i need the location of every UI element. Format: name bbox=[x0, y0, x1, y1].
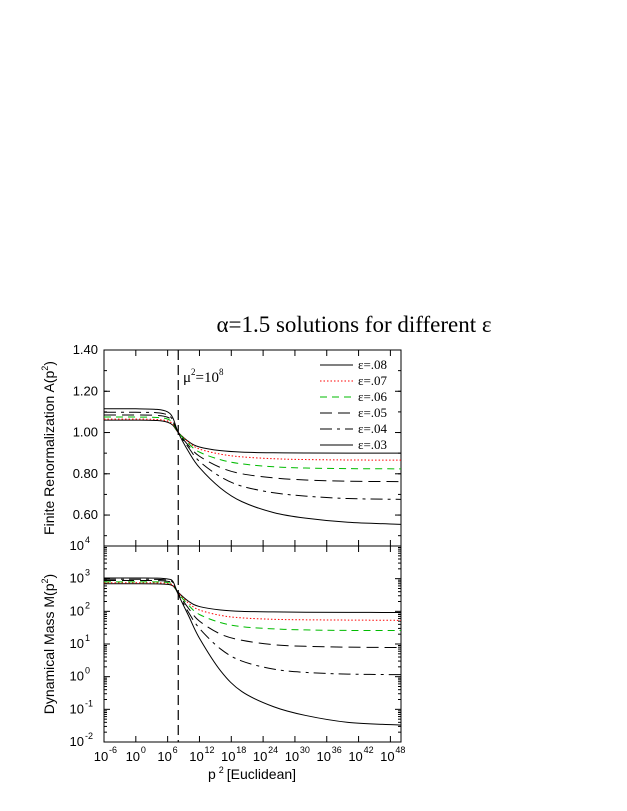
xtick-label: 10 bbox=[285, 749, 299, 764]
bottom-series-0 bbox=[103, 583, 402, 614]
mu-annotation-exp1: 2 bbox=[191, 367, 196, 377]
xtick-exp: 6 bbox=[173, 745, 178, 755]
chart-title: α=1.5 solutions for different ε bbox=[216, 312, 491, 337]
mu-annotation-exp2: 8 bbox=[219, 367, 224, 377]
bottom-ytick-label: 10 bbox=[70, 701, 84, 716]
bottom-y-axis-label-exp: 2 bbox=[40, 578, 50, 583]
legend-label: ε=.03 bbox=[358, 437, 387, 452]
top-panel-series bbox=[103, 408, 402, 525]
top-series-5 bbox=[103, 408, 402, 525]
top-series-3 bbox=[103, 414, 402, 483]
bottom-ytick-label: 10 bbox=[70, 734, 84, 749]
bottom-ytick-label: 10 bbox=[70, 538, 84, 553]
xtick-label: 10 bbox=[94, 749, 108, 764]
xtick-label: 10 bbox=[380, 749, 394, 764]
top-series-4 bbox=[103, 411, 402, 500]
top-panel-frame bbox=[103, 349, 402, 547]
top-series-2 bbox=[103, 416, 402, 470]
top-ytick-label: 1.40 bbox=[73, 342, 98, 357]
top-panel-ticks: 0.60 0.80 1.00 1.20 1.40 bbox=[73, 342, 401, 546]
x-axis-label: p 2 [Euclidean] bbox=[208, 765, 296, 782]
bottom-ytick-exp: 1 bbox=[85, 633, 90, 643]
bottom-y-axis-label-main: Dynamical Mass M(p bbox=[41, 583, 57, 714]
top-ytick-label: 1.00 bbox=[73, 425, 98, 440]
bottom-ytick-label: 10 bbox=[70, 571, 84, 586]
top-ytick-label: 1.20 bbox=[73, 383, 98, 398]
top-ytick-label: 0.80 bbox=[73, 466, 98, 481]
xtick-exp: 30 bbox=[300, 745, 310, 755]
xtick-label: 10 bbox=[157, 749, 171, 764]
legend: ε=.08ε=.07ε=.06ε=.05ε=.04ε=.03 bbox=[320, 357, 388, 452]
top-series-1 bbox=[103, 418, 402, 461]
xtick-label: 10 bbox=[221, 749, 235, 764]
xtick-label: 10 bbox=[348, 749, 362, 764]
xtick-exp: 18 bbox=[236, 745, 246, 755]
xtick-exp: 24 bbox=[268, 745, 278, 755]
top-series-0 bbox=[103, 419, 402, 454]
bottom-panel-frame bbox=[103, 545, 402, 743]
legend-label: ε=.07 bbox=[358, 373, 388, 388]
mu-annotation-eq: =10 bbox=[196, 370, 219, 386]
bottom-series-3 bbox=[103, 579, 402, 649]
xtick-label: 10 bbox=[189, 749, 203, 764]
xtick-exp: -6 bbox=[109, 745, 117, 755]
bottom-series-4 bbox=[103, 578, 402, 676]
mu-annotation: μ2=108 bbox=[183, 367, 224, 386]
bottom-ytick-label: 10 bbox=[70, 603, 84, 618]
xtick-exp: 42 bbox=[364, 745, 374, 755]
legend-label: ε=.06 bbox=[358, 389, 388, 404]
bottom-series-2 bbox=[103, 581, 402, 631]
bottom-ytick-label: 10 bbox=[70, 669, 84, 684]
bottom-panel-series bbox=[103, 577, 402, 726]
xtick-label: 10 bbox=[253, 749, 267, 764]
x-axis-label-unit: [Euclidean] bbox=[227, 766, 296, 782]
bottom-y-axis-label: Dynamical Mass M(p2) bbox=[40, 574, 57, 714]
bottom-panel-ticks: 10 -210 -110 010 110 210 310 410 -6 10 0 10 6 10 12 10 1… bbox=[70, 535, 406, 764]
top-y-axis-label-close: ) bbox=[41, 361, 57, 366]
top-y-axis-label-exp: 2 bbox=[40, 366, 50, 371]
bottom-series-5 bbox=[103, 577, 402, 726]
top-y-axis-label-main: Finite Renormalization A(p bbox=[41, 371, 57, 535]
bottom-ytick-exp: 2 bbox=[85, 600, 90, 610]
bottom-series-1 bbox=[103, 582, 402, 621]
top-y-axis-label: Finite Renormalization A(p2) bbox=[40, 361, 57, 535]
legend-label: ε=.08 bbox=[358, 357, 387, 372]
xtick-label: 10 bbox=[126, 749, 140, 764]
legend-label: ε=.05 bbox=[358, 405, 387, 420]
x-axis-label-exp: 2 bbox=[219, 765, 224, 775]
xtick-exp: 36 bbox=[332, 745, 342, 755]
bottom-ytick-exp: 4 bbox=[85, 535, 90, 545]
bottom-ytick-exp: 3 bbox=[85, 568, 90, 578]
x-axis-label-p: p bbox=[208, 766, 216, 782]
xtick-exp: 48 bbox=[395, 745, 405, 755]
bottom-ytick-exp: 0 bbox=[85, 666, 90, 676]
bottom-y-axis-label-close: ) bbox=[41, 574, 57, 579]
xtick-exp: 0 bbox=[141, 745, 146, 755]
xtick-label: 10 bbox=[317, 749, 331, 764]
legend-label: ε=.04 bbox=[358, 421, 388, 436]
bottom-ytick-label: 10 bbox=[70, 636, 84, 651]
xtick-exp: 12 bbox=[204, 745, 214, 755]
top-ytick-label: 0.60 bbox=[73, 507, 98, 522]
mu-annotation-mu: μ bbox=[183, 370, 191, 386]
bottom-ytick-exp: -1 bbox=[85, 698, 93, 708]
bottom-ytick-exp: -2 bbox=[85, 731, 93, 741]
